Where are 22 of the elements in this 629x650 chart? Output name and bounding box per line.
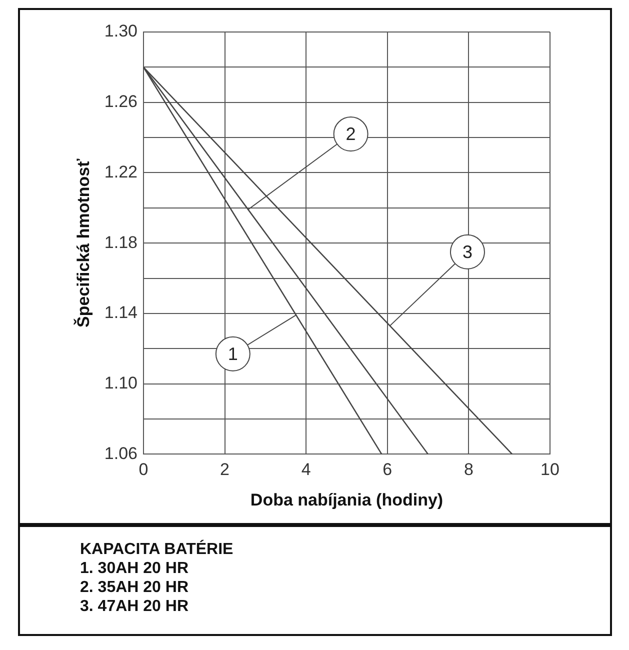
x-tick-label: 2 bbox=[220, 460, 230, 480]
x-axis-title: Doba nabíjania (hodiny) bbox=[250, 490, 444, 510]
y-tick-label: 1.30 bbox=[104, 22, 138, 41]
text: KAPACITA BATÉRIE bbox=[80, 540, 234, 559]
y-tick-label: 1.10 bbox=[104, 374, 138, 393]
x-tick-label: 8 bbox=[464, 460, 474, 480]
x-tick-label: 6 bbox=[382, 460, 392, 480]
x-tick-label: 4 bbox=[301, 460, 311, 480]
y-tick-label: 1.18 bbox=[104, 232, 138, 252]
x-tick-label: 0 bbox=[138, 460, 148, 480]
annotation: 3 bbox=[462, 242, 472, 262]
annotation: 2 bbox=[346, 124, 356, 144]
annotation: 1 bbox=[228, 344, 238, 364]
text: 3. 47AH 20 HR bbox=[80, 597, 190, 616]
y-tick-label: 1.14 bbox=[104, 303, 138, 322]
y-tick-label: 1.26 bbox=[104, 92, 138, 112]
y-tick-label: 1.22 bbox=[104, 162, 138, 182]
y-axis-title: Špecifická hmotnosť bbox=[72, 158, 93, 328]
x-tick-label: 10 bbox=[540, 460, 560, 480]
text: 2. 35AH 20 HR bbox=[80, 578, 190, 597]
text: 1. 30AH 20 HR bbox=[80, 559, 190, 578]
y-tick-label: 1.06 bbox=[104, 444, 138, 463]
